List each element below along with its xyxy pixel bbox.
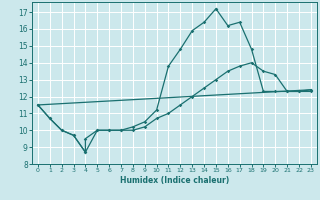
X-axis label: Humidex (Indice chaleur): Humidex (Indice chaleur) [120, 176, 229, 185]
